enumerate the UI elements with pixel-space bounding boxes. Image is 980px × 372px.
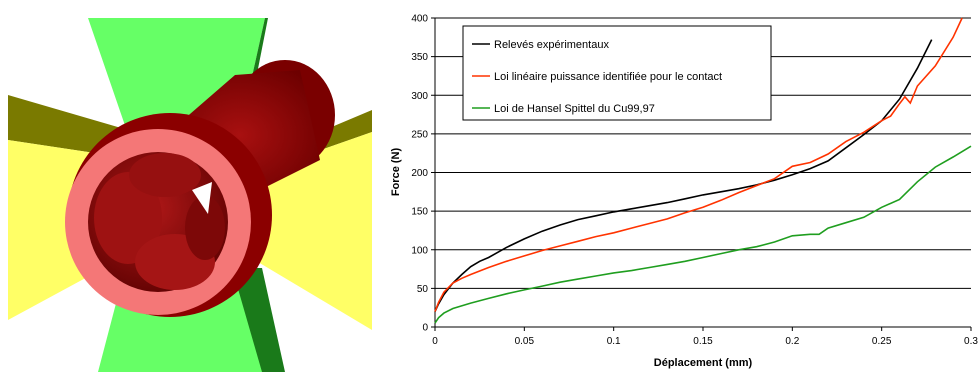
- bottom-green-wedge-shadow: [232, 268, 285, 372]
- series-layer: [434, 17, 972, 324]
- x-tick-label: 0.3: [964, 336, 978, 347]
- left-olive-face: [8, 95, 128, 158]
- x-axis: 0 0.05 0.1 0.15 0.2 0.25 0.3: [432, 326, 978, 347]
- y-tick-label: 150: [411, 207, 428, 218]
- inner-lobe-right: [185, 196, 225, 260]
- y-tick-label: 300: [411, 91, 428, 102]
- y-axis-title: Force (N): [390, 148, 402, 197]
- x-tick-label: 0.2: [785, 336, 799, 347]
- legend-label-2: Loi linéaire puissance identifiée pour l…: [494, 71, 722, 83]
- legend-label-1: Relevés expérimentaux: [494, 39, 609, 51]
- x-tick-label: 0: [432, 336, 438, 347]
- y-tick-label: 200: [411, 168, 428, 179]
- legend: Relevés expérimentaux Loi linéaire puissa…: [462, 25, 772, 121]
- y-tick-label: 0: [422, 323, 428, 334]
- x-tick-label: 0.05: [515, 336, 535, 347]
- y-tick-label: 100: [411, 245, 428, 256]
- y-tick-label: 400: [411, 14, 428, 25]
- y-axis: 0 50 100 150 200 250 300 350 400: [411, 14, 436, 334]
- legend-box: [462, 25, 772, 121]
- legend-label-3: Loi de Hansel Spittel du Cu99,97: [494, 103, 655, 115]
- y-tick-label: 350: [411, 52, 428, 63]
- right-yellow-wedge: [258, 132, 372, 330]
- series-line-2: [434, 17, 963, 312]
- y-tick-label: 250: [411, 129, 428, 140]
- inner-opening: [192, 182, 212, 214]
- inner-lobe-top: [129, 153, 201, 197]
- x-tick-label: 0.1: [607, 336, 621, 347]
- series-line-1: [434, 39, 933, 312]
- x-tick-label: 0.15: [693, 336, 713, 347]
- x-axis-title: Déplacement (mm): [654, 357, 753, 369]
- 3d-contact-render: [8, 18, 372, 372]
- inner-lobe-left: [94, 172, 162, 264]
- x-tick-label: 0.25: [872, 336, 892, 347]
- y-tick-label: 50: [417, 284, 429, 295]
- series-line-3: [434, 145, 972, 324]
